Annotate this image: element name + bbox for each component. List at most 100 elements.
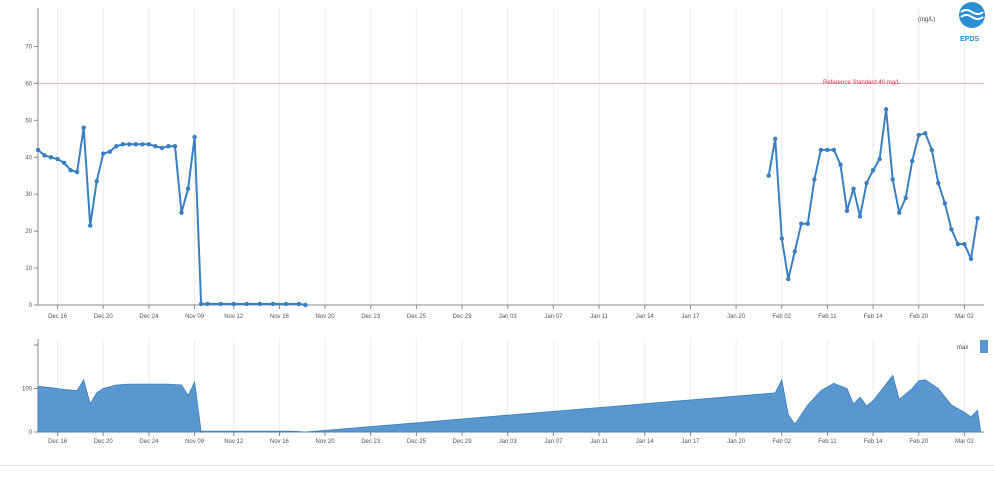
navigator-x-tick-label: Jan 03 (499, 439, 518, 445)
data-point (296, 301, 302, 307)
data-point (942, 201, 948, 206)
navigator-x-tick-label: Nov 09 (185, 439, 205, 445)
main-x-tick-label: Dec 24 (139, 314, 159, 320)
data-point (257, 301, 262, 307)
main-x-tick-label: Nov 20 (316, 314, 336, 320)
data-point (88, 223, 93, 228)
data-point (773, 136, 778, 141)
legend-swatch[interactable] (980, 340, 988, 353)
main-y-tick-label: 40 (25, 155, 32, 161)
navigator-x-tick-label: Feb 14 (864, 439, 883, 445)
data-point (94, 179, 99, 184)
main-line-chart: Dec 16 Dec 20 Dec 24 Nov 09 Nov 12 Nov 16 Nov … (25, 8, 984, 320)
data-point (159, 145, 165, 151)
data-point (792, 249, 797, 254)
main-x-tick-label: Feb 20 (909, 314, 928, 320)
data-point (68, 168, 73, 173)
data-point (74, 169, 80, 175)
main-x-tick-label: Jan 17 (681, 314, 700, 320)
navigator-x-tick-label: Dec 29 (453, 439, 473, 445)
main-x-tick-label: Dec 20 (94, 314, 114, 320)
main-y-tick-label: 60 (25, 81, 32, 87)
data-point (936, 180, 941, 186)
data-point (133, 142, 139, 147)
footer-divider (0, 465, 994, 466)
data-point (870, 168, 876, 173)
data-point (114, 144, 119, 149)
data-point (962, 241, 967, 247)
data-point (825, 147, 830, 153)
main-x-tick-label: Nov 12 (224, 314, 244, 320)
navigator-x-tick-label: Feb 02 (772, 439, 791, 445)
data-point (910, 158, 915, 164)
reference-label: Reference Standard 40 mg/L (823, 80, 901, 86)
data-point (786, 276, 791, 282)
navigator-area-chart[interactable]: Dec 16 Dec 20 Dec 24 Nov 09 Nov 12 Nov 16 Nov … (22, 339, 984, 445)
data-point (120, 142, 126, 147)
data-point (218, 301, 223, 307)
data-point (805, 221, 810, 226)
navigator-x-tick-label: Jan 17 (681, 439, 700, 445)
logo-wave (960, 9, 984, 15)
main-x-tick-label: Jan 11 (590, 314, 608, 320)
data-point (107, 149, 113, 154)
main-x-tick-label: Jan 20 (727, 314, 746, 320)
navigator-x-tick-label: Dec 20 (94, 439, 114, 445)
data-point (975, 216, 980, 221)
navigator-x-tick-label: Nov 16 (270, 439, 290, 445)
navigator-x-tick-label: Jan 20 (727, 439, 746, 445)
navigator-x-tick-label: Mar 02 (955, 439, 974, 445)
main-y-tick-label: 30 (25, 192, 32, 198)
navigator-x-tick-label: Dec 24 (139, 439, 159, 445)
main-grid (57, 8, 965, 305)
data-point (42, 153, 47, 158)
data-point (303, 302, 308, 308)
navigator-x-tick-label: Dec 23 (361, 439, 381, 445)
data-point (283, 301, 289, 307)
data-point (890, 177, 895, 182)
main-x-tick-label: Jan 14 (636, 314, 655, 320)
main-x-tick-label: Dec 16 (48, 314, 68, 320)
navigator-area[interactable] (37, 374, 982, 433)
main-x-tick-label: Feb 02 (772, 314, 791, 320)
main-x-tick-label: Dec 29 (453, 314, 473, 320)
main-x-tick-label: Nov 09 (185, 314, 205, 320)
main-x-tick-label: Jan 03 (499, 314, 518, 320)
data-point (61, 160, 67, 165)
data-point (198, 301, 204, 307)
logo-circle (959, 2, 985, 28)
data-point (864, 180, 869, 186)
navigator-x-tick-label: Jan 14 (636, 439, 655, 445)
data-point (916, 132, 921, 138)
data-point (244, 301, 249, 307)
main-y-tick-label: 0 (29, 303, 33, 309)
data-point (799, 221, 804, 226)
navigator-x-tick-label: Dec 25 (407, 439, 427, 445)
data-point (55, 156, 60, 162)
data-point (766, 173, 771, 178)
data-point (949, 227, 954, 232)
main-y-tick-label: 50 (25, 118, 32, 124)
main-x-tick-label: Jan 07 (544, 314, 563, 320)
data-point (153, 144, 158, 149)
navigator-x-tick-label: Dec 16 (48, 439, 68, 445)
main-x-tick-label: Feb 11 (818, 314, 837, 320)
navigator-x-tick-label: Jan 11 (590, 439, 608, 445)
data-point (968, 256, 974, 261)
main-x-tick-label: Dec 25 (407, 314, 427, 320)
data-point (166, 144, 171, 149)
main-x-tick-label: Nov 16 (270, 314, 290, 320)
water-drop-logo-icon: EPDS (959, 2, 985, 43)
data-point (185, 186, 191, 191)
data-point (146, 142, 152, 147)
data-point (955, 241, 961, 247)
data-point (270, 301, 276, 307)
data-point (929, 147, 934, 153)
navigator-legend[interactable]: max (957, 340, 988, 353)
data-point (883, 107, 889, 112)
navigator-x-tick-label: Feb 20 (909, 439, 928, 445)
data-point (192, 134, 197, 140)
data-point (179, 210, 184, 215)
